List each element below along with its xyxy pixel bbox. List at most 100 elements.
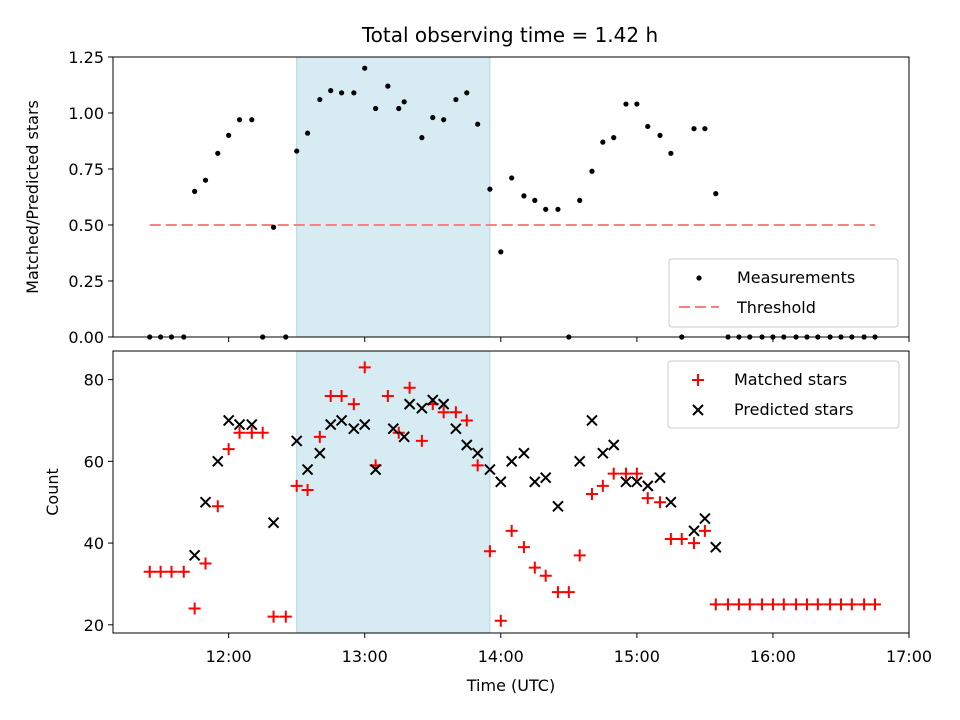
- predicted-star-point: [699, 512, 711, 525]
- predicted-star-point: [398, 431, 410, 443]
- measurement-point: [385, 83, 391, 89]
- matched-star-point: [177, 565, 190, 578]
- matched-star-point: [664, 533, 677, 545]
- predicted-star-point: [212, 455, 224, 468]
- measurement-point: [270, 224, 277, 230]
- predicted-star-point: [267, 516, 280, 529]
- predicted-star-point: [631, 476, 643, 488]
- y-tick-label: 1.00: [68, 104, 104, 123]
- legend-matched-marker: [692, 374, 704, 386]
- matched-star-point: [722, 598, 735, 611]
- predicted-star-point: [505, 455, 518, 468]
- measurement-point: [702, 126, 708, 132]
- measurement-point: [362, 65, 368, 71]
- legend-predicted-label: Predicted stars: [734, 400, 854, 419]
- measurement-point: [249, 117, 255, 123]
- measurement-point: [521, 193, 527, 199]
- matched-star-point: [233, 426, 246, 439]
- matched-star-point: [460, 414, 473, 427]
- matched-star-point: [483, 545, 496, 558]
- legend-measurements-label: Measurements: [737, 268, 855, 287]
- top-axes-frame: [112, 56, 910, 338]
- predicted-star-point: [450, 422, 462, 435]
- y-tick-label: 1.25: [68, 48, 104, 67]
- matched-star-point: [539, 569, 552, 582]
- matched-star-point: [528, 561, 541, 574]
- predicted-star-point: [529, 476, 541, 488]
- bottom-x-axis-ticks: 12:00 13:00 14:00 15:00 16:00 17:00: [206, 633, 932, 666]
- matched-star-point: [290, 479, 303, 492]
- matched-star-point: [845, 598, 858, 611]
- matched-star-point: [324, 389, 337, 402]
- matched-star-point: [381, 389, 394, 402]
- matched-star-point: [596, 479, 609, 492]
- top-y-axis-ticks: 0.00 0.25 0.50 0.75 1.00 1.25: [68, 48, 113, 347]
- measurement-point: [691, 126, 697, 132]
- matched-star-point: [824, 598, 837, 611]
- matched-star-point: [800, 598, 813, 611]
- measurement-point: [215, 150, 221, 156]
- predicted-star-point: [314, 447, 326, 459]
- measurement-point: [441, 117, 447, 123]
- matched-star-point: [688, 537, 701, 550]
- bottom-legend-box: [667, 360, 900, 429]
- matched-star-point: [868, 598, 881, 611]
- matched-star-point: [790, 598, 803, 611]
- measurement-point: [645, 123, 651, 130]
- predicted-star-point: [654, 471, 666, 484]
- matched-star-point: [641, 492, 654, 505]
- legend-threshold-label: Threshold: [736, 298, 816, 317]
- matched-star-point: [756, 598, 769, 611]
- matched-star-point: [165, 565, 178, 578]
- matched-star-point: [245, 426, 258, 439]
- measurement-point: [600, 139, 606, 145]
- matched-star-point: [709, 598, 722, 611]
- predicted-star-point: [222, 414, 235, 427]
- predicted-star-point: [199, 496, 212, 508]
- matched-star-point: [585, 488, 598, 501]
- matched-star-point: [256, 426, 269, 439]
- legend-predicted-marker: [692, 404, 704, 416]
- y-tick-label: 20: [84, 616, 104, 635]
- measurement-point: [509, 175, 515, 181]
- matched-star-point: [675, 533, 688, 545]
- predicted-star-point: [586, 414, 598, 427]
- legend-measurements-marker: [696, 275, 702, 281]
- predicted-star-point: [688, 525, 700, 537]
- matched-star-point: [211, 500, 224, 513]
- measurement-point: [338, 90, 345, 96]
- chart-title: Total observing time = 1.42 h: [361, 23, 658, 47]
- matched-star-point: [619, 467, 632, 480]
- predicted-star-point: [403, 398, 416, 410]
- matched-star-point: [347, 398, 360, 411]
- predicted-star-point: [608, 439, 620, 451]
- matched-star-point: [449, 406, 462, 419]
- predicted-star-point: [552, 500, 564, 513]
- predicted-star-point: [461, 439, 473, 451]
- measurement-point: [668, 150, 674, 156]
- observing-window-shade-top: [296, 56, 491, 338]
- measurement-point: [498, 249, 504, 255]
- matched-star-point: [267, 610, 280, 623]
- matched-star-point: [743, 598, 756, 611]
- predicted-star-point: [665, 496, 677, 508]
- measurement-point: [226, 132, 232, 138]
- y-tick-label: 0.25: [68, 272, 104, 291]
- measurement-point: [475, 121, 481, 127]
- measurement-point: [589, 168, 595, 174]
- measurement-point: [657, 132, 663, 138]
- measurement-point: [328, 88, 334, 94]
- measurement-point: [396, 105, 402, 112]
- predicted-star-point: [427, 394, 439, 406]
- measurement-point: [713, 191, 719, 197]
- predicted-star-point: [359, 418, 371, 431]
- predicted-star-point: [246, 418, 258, 431]
- y-tick-label: 0.50: [68, 216, 104, 235]
- observing-window-shade-bottom: [296, 350, 491, 634]
- matched-star-point: [573, 549, 586, 562]
- measurement-point: [487, 186, 493, 192]
- matched-star-point: [505, 524, 518, 537]
- predicted-star-point: [495, 476, 507, 488]
- legend-matched-label: Matched stars: [734, 370, 847, 389]
